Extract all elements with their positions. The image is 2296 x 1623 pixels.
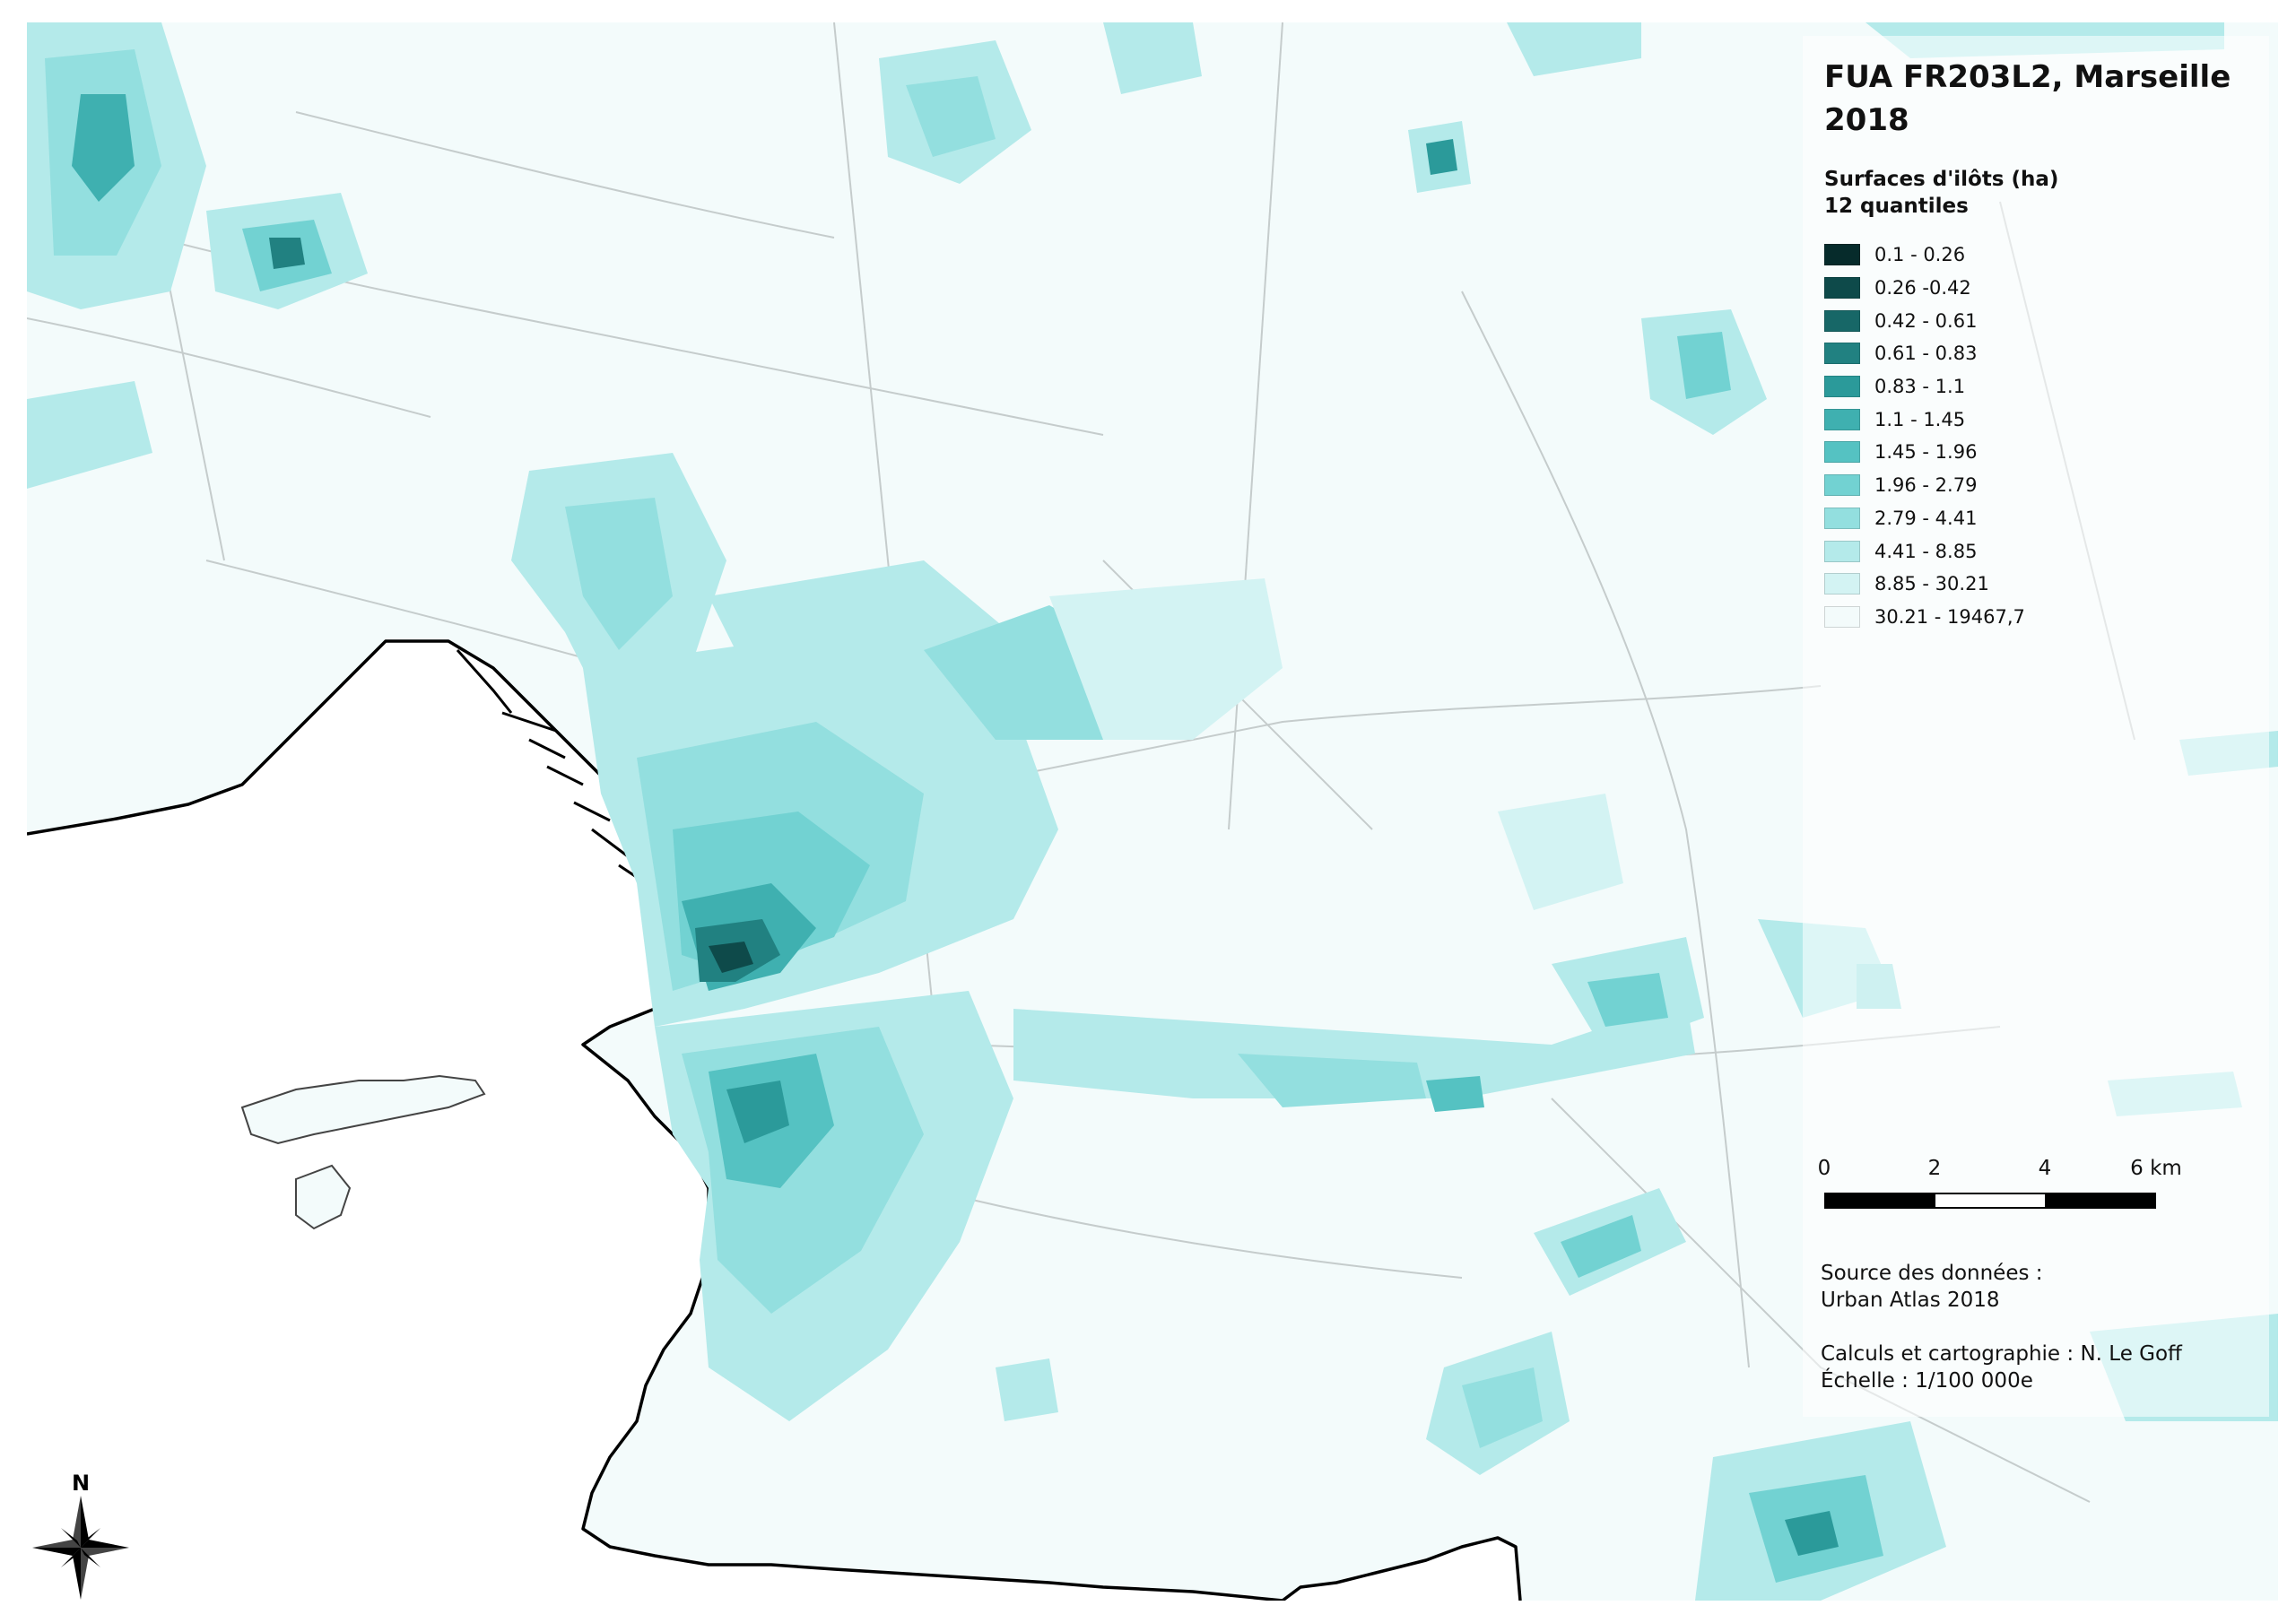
legend-swatch (1824, 474, 1860, 497)
island-frioul-south (295, 1164, 352, 1230)
legend-swatch (1824, 309, 1860, 332)
block-zone (72, 94, 135, 202)
scale-segment (2045, 1194, 2154, 1207)
legend-item: 1.1 - 1.45 (1824, 403, 2025, 436)
legend-label: 4.41 - 8.85 (1874, 540, 1978, 562)
legend-swatch (1824, 441, 1860, 464)
scale-segment (1935, 1194, 2045, 1207)
legend-label: 0.1 - 0.26 (1874, 244, 1966, 266)
legend-item: 8.85 - 30.21 (1824, 568, 2025, 601)
block-zone (1587, 973, 1668, 1027)
block-zone (1013, 1000, 1695, 1098)
legend-panel (1803, 36, 2269, 1417)
legend-swatch (1824, 507, 1860, 529)
legend-label: 2.79 - 4.41 (1874, 507, 1978, 529)
legend-swatch (1824, 376, 1860, 398)
port-jetties (456, 649, 647, 885)
legend-item: 1.45 - 1.96 (1824, 436, 2025, 469)
block-zone (1561, 1215, 1641, 1278)
legend-label: 0.42 - 0.61 (1874, 309, 1978, 332)
map-canvas (27, 22, 2278, 1601)
block-zone (906, 76, 996, 157)
legend-item: 1.96 - 2.79 (1824, 469, 2025, 502)
scale-segment (1826, 1194, 1935, 1207)
legend-label: 0.61 - 0.83 (1874, 343, 1978, 365)
block-zone (27, 381, 152, 489)
legend-list: 0.1 - 0.26 0.26 -0.42 0.42 - 0.61 0.61 -… (1824, 239, 2025, 633)
block-zone (1426, 1076, 1484, 1112)
legend-item: 0.61 - 0.83 (1824, 337, 2025, 370)
legend-item: 30.21 - 19467,7 (1824, 601, 2025, 634)
legend-label: 1.96 - 2.79 (1874, 474, 1978, 497)
legend-item: 0.26 -0.42 (1824, 272, 2025, 305)
legend-swatch (1824, 408, 1860, 430)
scale-bar: 0 2 4 6 km (1818, 1157, 2182, 1211)
sea-area-east (1283, 1538, 1520, 1601)
block-zone (1238, 1054, 1426, 1107)
legend-swatch (1824, 244, 1860, 266)
legend-item: 2.79 - 4.41 (1824, 502, 2025, 535)
map-title: FUA FR203L2, Marseille 2018 (1824, 59, 2231, 138)
legend-swatch (1824, 277, 1860, 299)
block-zone (726, 1081, 789, 1143)
legend-label: 8.85 - 30.21 (1874, 573, 1989, 595)
legend-label: 1.1 - 1.45 (1874, 408, 1966, 430)
north-arrow-icon: N (30, 1471, 131, 1605)
legend-heading: Surfaces d'ilôts (ha) 12 quantiles (1824, 168, 2059, 218)
island-frioul (240, 1074, 486, 1145)
north-label: N (72, 1471, 90, 1496)
block-zone (1426, 139, 1457, 175)
legend-label: 0.26 -0.42 (1874, 277, 1971, 299)
compass-rose-icon (32, 1496, 129, 1600)
block-zone (1049, 578, 1283, 740)
legend-item: 0.1 - 0.26 (1824, 239, 2025, 272)
scale-label-0: 0 (1817, 1157, 1831, 1180)
coastline-east (1281, 1536, 1522, 1601)
legend-swatch (1824, 343, 1860, 365)
block-zone (269, 238, 305, 269)
sea-area (27, 641, 1283, 1601)
legend-label: 30.21 - 19467,7 (1874, 605, 2025, 628)
block-zone (1103, 22, 1202, 94)
urban-blocks (27, 22, 2278, 1601)
block-zone (996, 1358, 1058, 1421)
scale-label-2: 2 (1927, 1157, 1942, 1180)
legend-swatch (1824, 573, 1860, 595)
legend-item: 0.42 - 0.61 (1824, 304, 2025, 337)
legend-swatch (1824, 540, 1860, 562)
block-zone (1785, 1511, 1839, 1556)
scale-label-4: 4 (2038, 1157, 2052, 1180)
block-zone (1498, 794, 1623, 910)
legend-swatch (1824, 605, 1860, 628)
block-zone (1677, 332, 1731, 399)
legend-item: 0.83 - 1.1 (1824, 370, 2025, 404)
legend-item: 4.41 - 8.85 (1824, 534, 2025, 568)
legend-label: 0.83 - 1.1 (1874, 376, 1966, 398)
legend-label: 1.45 - 1.96 (1874, 441, 1978, 464)
block-zone (1462, 1367, 1543, 1448)
credits-text: Source des données : Urban Atlas 2018 Ca… (1821, 1262, 2182, 1393)
coastline (27, 639, 1283, 1601)
scale-bar-segments (1824, 1193, 2156, 1209)
scale-label-6: 6 km (2130, 1157, 2182, 1180)
block-zone (1507, 22, 1641, 76)
block-zone (709, 942, 753, 973)
block-zone (565, 498, 673, 650)
